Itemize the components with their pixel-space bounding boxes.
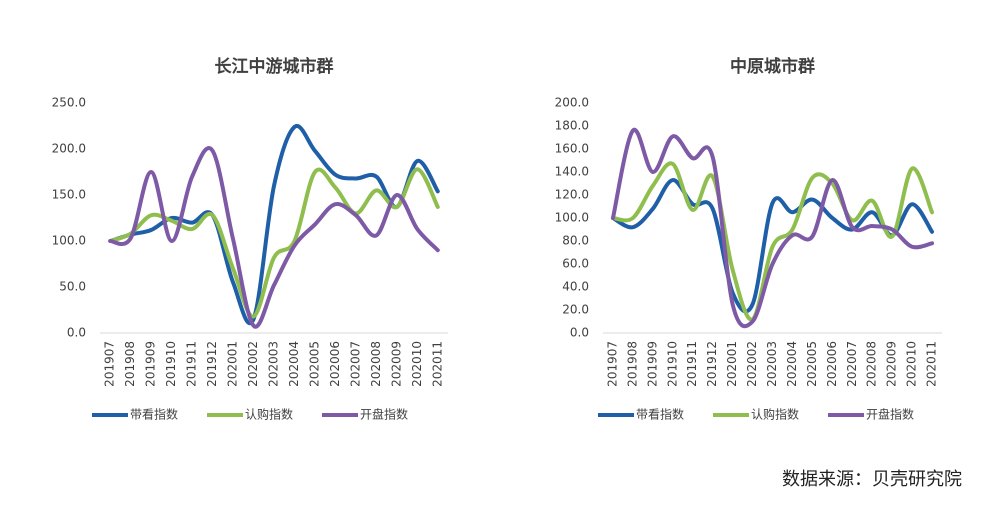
x-tick-label: 202008 [369,341,383,387]
y-tick-label: 0.0 [570,326,589,340]
x-tick-label: 202005 [805,341,819,387]
x-tick-label: 201908 [625,341,639,387]
x-tick-label: 202010 [410,341,424,387]
x-tick-label: 201911 [685,341,699,387]
legend-label: 开盘指数 [866,407,914,422]
y-tick-label: 180.0 [555,119,589,133]
y-tick-label: 250.0 [52,96,86,110]
x-tick-label: 202003 [765,341,779,387]
x-tick-label: 202007 [845,341,859,387]
legend-label: 带看指数 [636,407,684,422]
chart-title: 长江中游城市群 [215,56,334,77]
x-tick-label: 201909 [144,341,158,387]
series-line [610,178,935,314]
y-tick-label: 60.0 [562,257,589,271]
x-tick-label: 202002 [745,341,759,387]
chart-title: 中原城市群 [730,56,815,77]
series-line [108,123,440,326]
y-tick-label: 150.0 [52,188,86,202]
y-tick-label: 200.0 [555,96,589,110]
x-tick-label: 202004 [287,341,301,387]
y-tick-label: 200.0 [52,142,86,156]
x-tick-label: 202005 [307,341,321,387]
series-line [610,161,935,322]
legend-label: 开盘指数 [360,407,408,422]
x-tick-label: 201908 [123,341,137,387]
x-tick-label: 201910 [164,341,178,387]
x-tick-label: 201907 [103,341,117,387]
x-tick-label: 202002 [246,341,260,387]
x-tick-label: 202009 [885,341,899,387]
x-tick-label: 202003 [267,341,281,387]
y-tick-label: 100.0 [52,234,86,248]
x-tick-label: 202001 [725,341,739,387]
x-tick-label: 201907 [605,341,619,387]
x-tick-label: 202006 [825,341,839,387]
legend-label: 认购指数 [751,407,799,422]
x-tick-label: 201910 [665,341,679,387]
x-tick-label: 201912 [705,341,719,387]
y-tick-label: 20.0 [562,303,589,317]
y-tick-label: 50.0 [59,280,86,294]
legend-label: 认购指数 [245,407,293,422]
y-tick-label: 160.0 [555,142,589,156]
y-tick-label: 140.0 [555,165,589,179]
y-tick-label: 100.0 [555,211,589,225]
y-tick-label: 80.0 [562,234,589,248]
x-tick-label: 201909 [645,341,659,387]
x-tick-label: 202006 [328,341,342,387]
x-tick-label: 202011 [430,341,444,387]
x-tick-label: 201912 [205,341,219,387]
y-tick-label: 0.0 [67,326,86,340]
x-tick-label: 202011 [925,341,939,387]
source: 数据来源：贝壳研究院 [782,469,962,490]
x-tick-label: 202001 [226,341,240,387]
x-tick-label: 202007 [348,341,362,387]
x-tick-label: 201911 [185,341,199,387]
x-tick-label: 202010 [905,341,919,387]
x-tick-label: 202004 [785,341,799,387]
series-line [108,167,440,319]
y-tick-label: 120.0 [555,188,589,202]
series-line [610,127,935,329]
series-line [108,146,440,329]
x-tick-label: 202009 [389,341,403,387]
y-tick-label: 40.0 [562,280,589,294]
x-tick-label: 202008 [865,341,879,387]
legend-label: 带看指数 [130,407,178,422]
